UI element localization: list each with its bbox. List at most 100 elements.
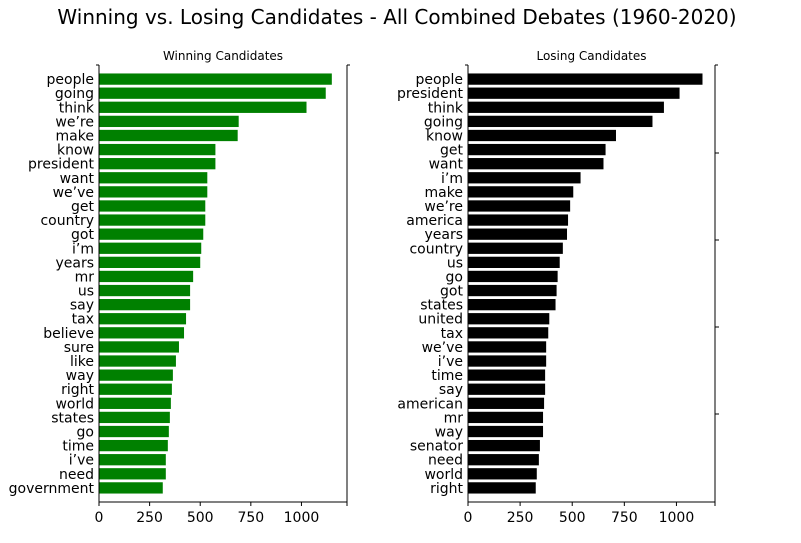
bar-got	[99, 228, 204, 240]
bar-we’ve	[468, 341, 547, 353]
bar-government	[99, 482, 163, 494]
category-label: i’m	[441, 171, 463, 187]
bar-united	[468, 313, 550, 325]
category-label: senator	[410, 439, 463, 455]
x-tick-label: 500	[559, 510, 586, 526]
bar-us	[99, 284, 191, 297]
category-label: know	[426, 128, 463, 144]
bar-want	[468, 158, 604, 170]
x-tick-label: 750	[237, 510, 264, 526]
bar-i’ve	[468, 355, 547, 367]
category-label: america	[406, 213, 463, 229]
category-label: president	[28, 157, 95, 173]
bar-country	[468, 242, 563, 254]
category-label: mr	[444, 410, 464, 426]
category-label: world	[55, 396, 94, 412]
category-label: states	[420, 298, 463, 314]
bar-going	[468, 115, 653, 128]
bar-way	[99, 369, 173, 381]
bar-i’ve	[99, 454, 166, 466]
bar-right	[468, 482, 536, 494]
bar-like	[99, 355, 176, 367]
bar-senator	[468, 439, 540, 452]
bar-tax	[468, 327, 549, 339]
bar-say	[99, 299, 191, 311]
bar-going	[99, 87, 326, 99]
bar-get	[468, 143, 606, 156]
bar-make	[99, 129, 238, 142]
category-label: president	[397, 86, 464, 102]
category-label: go	[77, 425, 94, 441]
category-label: government	[9, 481, 95, 497]
x-tick-label: 250	[507, 510, 534, 526]
bar-we’re	[468, 200, 571, 212]
category-label: got	[71, 227, 94, 243]
bar-way	[468, 425, 544, 438]
category-label: mr	[75, 269, 95, 285]
x-tick-label: 250	[136, 510, 163, 526]
bar-country	[99, 214, 206, 226]
category-label: right	[430, 481, 463, 497]
bar-right	[99, 383, 172, 395]
bar-world	[99, 397, 171, 409]
bar-president	[468, 87, 680, 99]
bar-got	[468, 284, 557, 297]
bar-states	[99, 411, 170, 424]
bar-need	[99, 468, 166, 480]
category-label: we’re	[424, 199, 463, 215]
category-label: say	[439, 382, 463, 398]
category-label: people	[416, 72, 463, 88]
bar-i’m	[99, 242, 202, 254]
bar-think	[468, 101, 664, 113]
category-label: years	[424, 227, 463, 243]
category-label: people	[47, 72, 94, 88]
bar-world	[468, 468, 537, 480]
x-tick-label: 750	[611, 510, 638, 526]
winning-candidates-chart: Winning Candidatespeoplegoingthinkwe’rem…	[9, 49, 350, 526]
category-label: want	[60, 171, 95, 187]
category-label: going	[55, 86, 94, 102]
category-label: tax	[441, 326, 463, 342]
category-label: want	[429, 157, 464, 173]
category-label: i’m	[72, 241, 94, 257]
category-label: we’ve	[53, 185, 94, 201]
bar-people	[99, 73, 332, 85]
category-label: way	[435, 425, 463, 441]
x-tick-label: 0	[95, 510, 104, 526]
category-label: we’re	[55, 114, 94, 130]
category-label: think	[59, 100, 95, 116]
category-label: country	[409, 241, 463, 257]
bar-tax	[99, 313, 187, 325]
bar-years	[468, 228, 568, 240]
category-label: american	[397, 396, 463, 412]
bar-mr	[468, 411, 544, 424]
bar-need	[468, 454, 539, 466]
category-label: way	[66, 368, 94, 384]
category-label: tax	[72, 312, 94, 328]
bar-president	[99, 158, 216, 170]
losing-candidates-chart: Losing Candidatespeoplepresidentthinkgoi…	[397, 49, 719, 526]
bar-know	[468, 129, 616, 142]
bar-think	[99, 101, 307, 113]
x-tick-label: 0	[464, 510, 473, 526]
category-label: need	[428, 453, 463, 469]
category-label: think	[428, 100, 464, 116]
category-label: get	[71, 199, 95, 215]
category-label: got	[440, 284, 463, 300]
category-label: say	[70, 298, 94, 314]
category-label: us	[78, 284, 94, 300]
category-label: need	[59, 467, 94, 483]
bar-sure	[99, 341, 179, 353]
x-tick-label: 1000	[659, 510, 695, 526]
bar-make	[468, 186, 574, 198]
bar-we’re	[99, 115, 239, 128]
x-tick-label: 500	[187, 510, 214, 526]
panel-title: Losing Candidates	[536, 49, 646, 63]
category-label: we’ve	[422, 340, 463, 356]
bar-know	[99, 143, 216, 156]
bar-believe	[99, 327, 185, 339]
category-label: get	[440, 143, 464, 159]
category-label: like	[70, 354, 94, 370]
category-label: states	[51, 410, 94, 426]
